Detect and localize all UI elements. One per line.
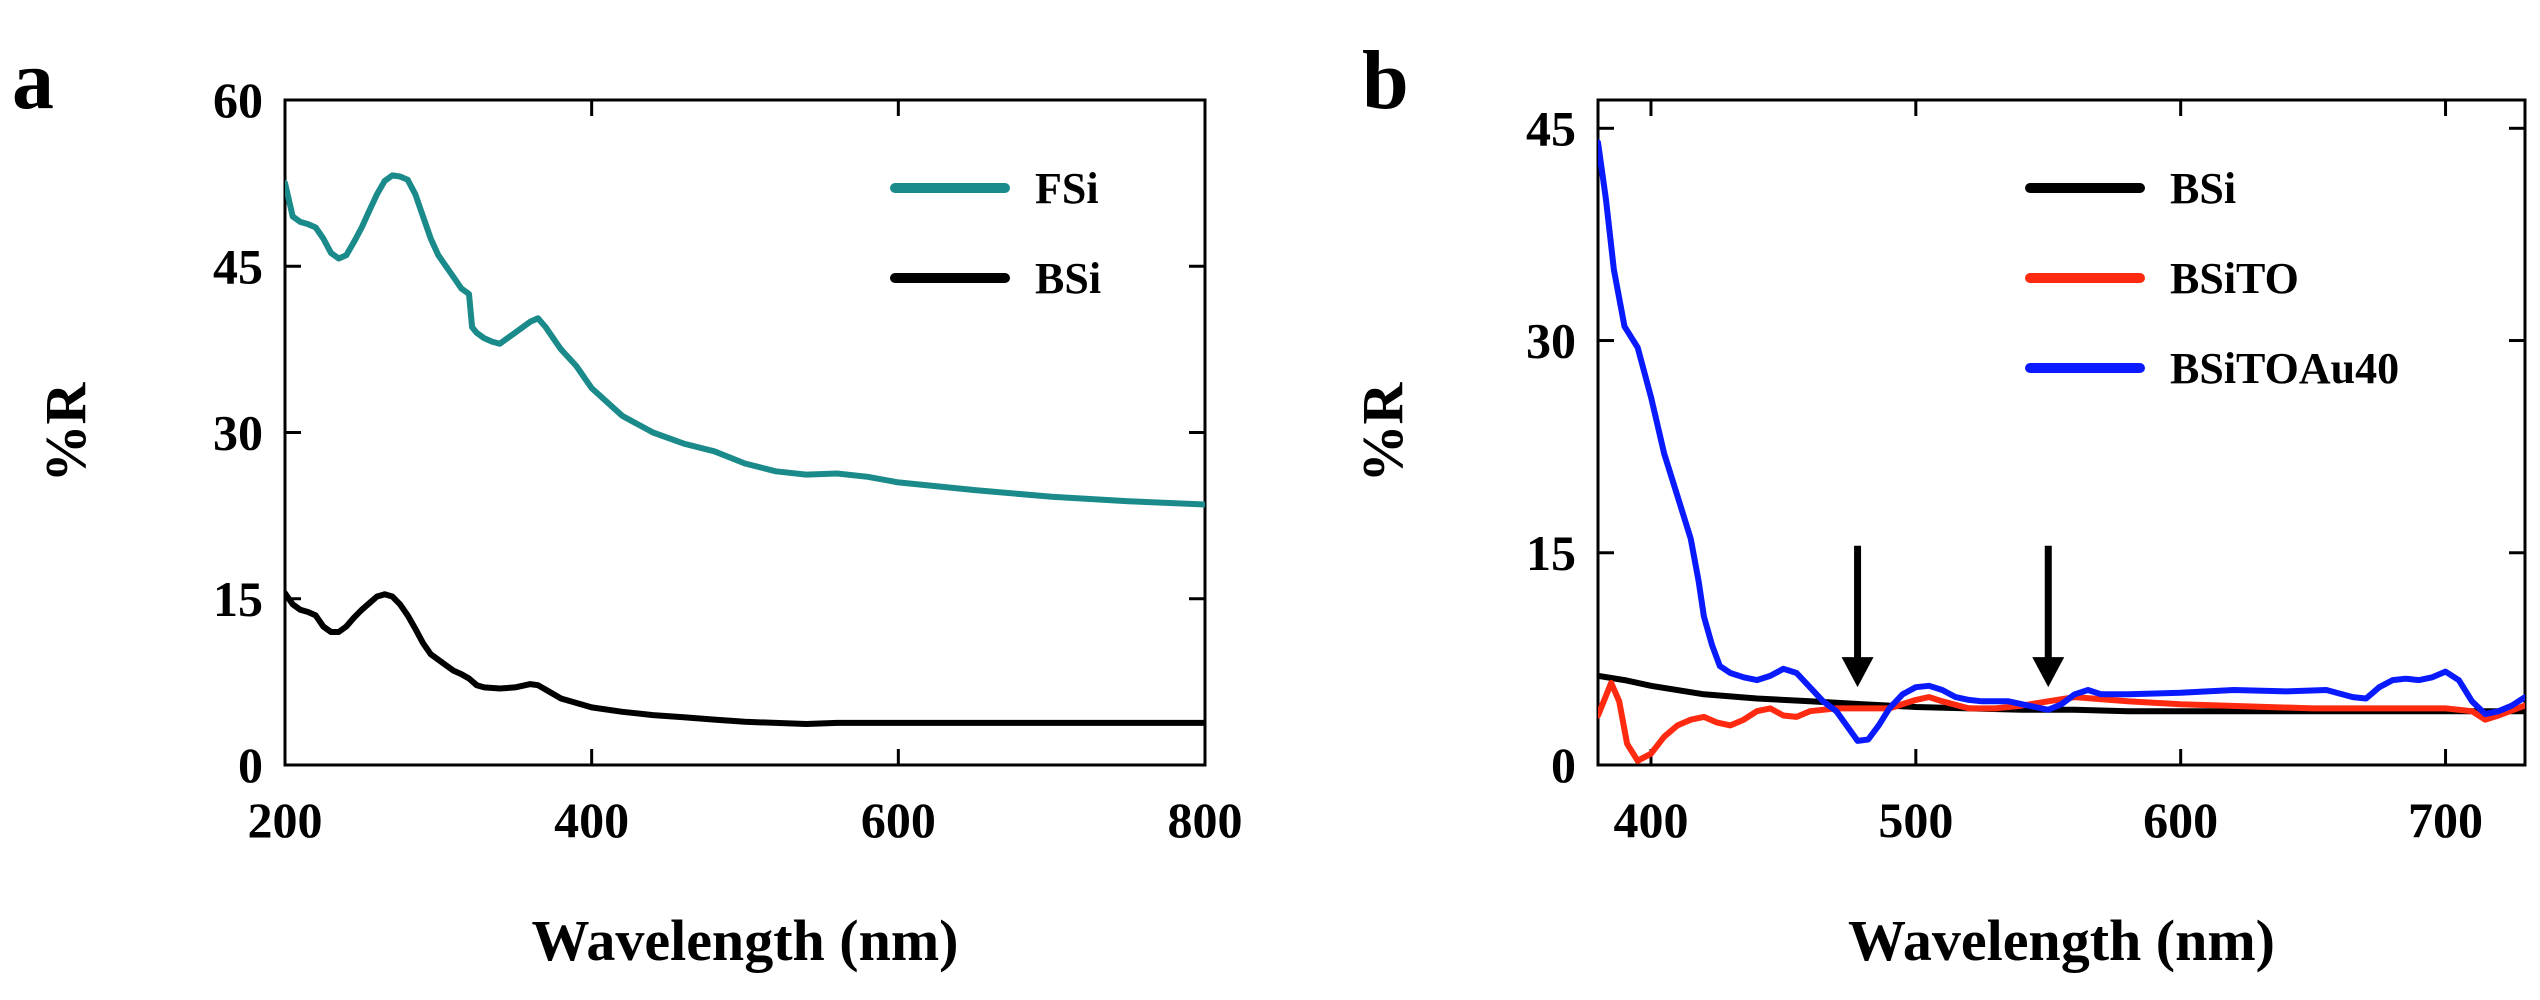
x-tick-label: 700 [2408, 792, 2483, 848]
y-axis-title: %R [33, 381, 98, 482]
series-line-bsi [1598, 672, 2525, 715]
legend-label-bsi: BSi [1035, 254, 1101, 303]
chart-panel-a: 200 400 600 800 0 15 30 45 60 Wavelength (nm) %R FS… [33, 72, 1243, 973]
x-tick-label: 400 [554, 792, 629, 848]
plot-frame [1596, 98, 2527, 767]
y-tick-label: 15 [213, 571, 263, 627]
y-tick-label: 0 [238, 737, 263, 793]
legend-label-bsito: BSiTO [2170, 254, 2299, 303]
x-axis-title: Wavelength (nm) [532, 908, 959, 973]
y-tick-label: 60 [213, 72, 263, 128]
x-tick-label: 500 [1878, 792, 1953, 848]
annotation-arrow-head [2032, 657, 2065, 688]
y-tick-label: 45 [213, 238, 263, 294]
legend-label-bsitoau40: BSiTOAu40 [2170, 344, 2399, 393]
y-tick-label: 15 [1526, 525, 1576, 581]
x-tick-label: 600 [861, 792, 936, 848]
y-tick-label: 0 [1551, 737, 1576, 793]
series-group [1598, 139, 2525, 764]
legend-label-bsi: BSi [2170, 164, 2236, 213]
chart-panel-b: 400 500 600 700 0 15 30 45 Wavelength (nm) %R BSi B… [1350, 98, 2527, 973]
x-tick-label: 800 [1168, 792, 1243, 848]
legend-label-fsi: FSi [1035, 164, 1099, 213]
series-line-fsi [285, 172, 1205, 508]
series-group [285, 172, 1205, 727]
annotation-arrow-head [1841, 657, 1874, 688]
x-axis-title: Wavelength (nm) [1848, 908, 2275, 973]
series-line-bsitoau40 [1598, 139, 2525, 744]
x-tick-label: 200 [248, 792, 323, 848]
y-axis-title: %R [1350, 381, 1415, 482]
y-tick-label: 30 [213, 405, 263, 461]
y-tick-label: 45 [1526, 100, 1576, 156]
panel-label-b: b [1362, 34, 1409, 127]
y-tick-label: 30 [1526, 313, 1576, 369]
x-tick-label: 600 [2143, 792, 2218, 848]
x-tick-label: 400 [1613, 792, 1688, 848]
panel-label-a: a [12, 34, 54, 127]
series-line-bsi [285, 590, 1205, 727]
